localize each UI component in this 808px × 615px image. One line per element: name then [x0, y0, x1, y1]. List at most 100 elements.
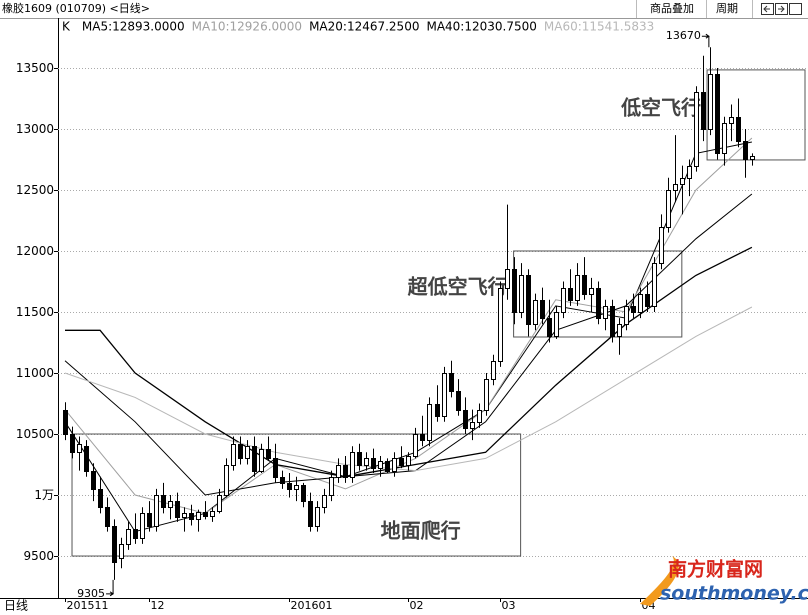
page-title: 橡胶1609 (010709) <日线> — [2, 1, 150, 15]
candle-body — [491, 361, 496, 380]
annotation-label: 地面爬行 — [381, 519, 461, 543]
annotation-label: 超低空飞行 — [407, 274, 508, 298]
candle-body — [84, 446, 89, 472]
candle-body — [680, 178, 685, 185]
icon-next[interactable] — [775, 3, 788, 15]
candle-body — [484, 379, 489, 411]
candle-body — [273, 458, 278, 478]
y-tick-label: 1万 — [34, 488, 54, 502]
icon-prev[interactable] — [761, 3, 774, 15]
annotation-box — [71, 433, 522, 557]
candle-body — [575, 275, 580, 301]
candle-body — [561, 288, 566, 313]
x-tick-label: 12 — [151, 599, 165, 612]
y-tick-label: 12500 — [16, 183, 54, 197]
annotation-label: 低空飞行 — [620, 95, 701, 119]
extreme-arrow — [701, 33, 710, 48]
candle-body — [287, 483, 292, 490]
candle-body — [252, 446, 257, 472]
candle-body — [540, 300, 545, 319]
y-tick-label: 9500 — [23, 549, 54, 563]
y-tick-label: 13500 — [16, 61, 54, 75]
candle-body — [385, 461, 390, 472]
candle-body — [350, 452, 355, 478]
candle-body — [743, 141, 748, 160]
candle-body — [238, 444, 243, 459]
candle-body — [266, 449, 271, 459]
extreme-arrow — [106, 579, 114, 597]
x-tick-label: 02 — [410, 599, 424, 612]
candle-body — [547, 318, 552, 337]
x-tick-label: 201511 — [67, 599, 109, 612]
extreme-label: 9305 — [77, 587, 105, 600]
button[interactable]: 周期 — [716, 2, 738, 15]
candle-body — [371, 458, 376, 469]
candle-body — [498, 288, 503, 362]
period-label: 日线 — [4, 599, 28, 613]
candle-body — [624, 306, 629, 325]
candle-body — [554, 312, 559, 337]
candle-body — [126, 529, 131, 545]
y-tick-label: 13000 — [16, 122, 54, 136]
candle-body — [392, 458, 397, 472]
x-tick-label: 201601 — [291, 599, 333, 612]
candle-body — [596, 288, 601, 319]
legend-entry: MA40:12030.7500 — [426, 20, 536, 34]
candle-body — [245, 446, 250, 459]
candle-body — [406, 456, 411, 466]
candle-body — [70, 434, 75, 453]
indicator-label: K — [62, 20, 71, 34]
watermark-site: southmoney.com — [660, 583, 808, 605]
candle-body — [308, 501, 313, 527]
candle-body — [364, 458, 369, 466]
candle-body — [505, 269, 510, 289]
candle-body — [105, 507, 110, 527]
candle-body — [477, 410, 482, 423]
candle-body — [603, 306, 608, 319]
legend-entry: MA10:12926.0000 — [192, 20, 302, 34]
candle-body — [175, 501, 180, 518]
candle-body — [673, 184, 678, 191]
candle-body — [533, 300, 538, 325]
icon-box[interactable] — [789, 3, 802, 15]
y-tick-label: 11000 — [16, 366, 54, 380]
candle-body — [729, 117, 734, 124]
candle-body — [687, 166, 692, 179]
candle-body — [140, 513, 145, 539]
candle-body — [224, 465, 229, 496]
candle-body — [589, 288, 594, 295]
candle-body — [470, 422, 475, 429]
candle-body — [98, 489, 103, 508]
legend-entry: MA60:11541.5833 — [544, 20, 654, 34]
candle-body — [526, 275, 531, 325]
candle-body — [750, 156, 755, 160]
legend-entry: MA20:12467.2500 — [309, 20, 419, 34]
candle-body — [399, 458, 404, 466]
ma-line — [64, 306, 753, 472]
candle-body — [210, 511, 215, 517]
candle-body — [203, 512, 208, 517]
candle-body — [617, 324, 622, 337]
candle-body — [610, 306, 615, 337]
candle-body — [112, 526, 117, 563]
candle-body — [701, 92, 706, 130]
candle-body — [694, 92, 699, 167]
candle-body — [147, 513, 152, 527]
nav-icons[interactable] — [761, 3, 802, 15]
candle-body — [91, 471, 96, 490]
watermark-name: 南方财富网 — [668, 558, 763, 581]
candle-body — [645, 294, 650, 307]
candle-body — [189, 513, 194, 520]
candle-body — [708, 74, 713, 130]
watermark: 南方财富网 southmoney.com — [640, 556, 808, 606]
candle-body — [435, 404, 440, 417]
icon-arrow — [778, 5, 785, 13]
candle-body — [420, 434, 425, 441]
candle-body — [442, 373, 447, 417]
candle-body — [196, 512, 201, 520]
candle-body — [343, 465, 348, 478]
button[interactable]: 商品叠加 — [650, 1, 694, 15]
candle-body — [77, 444, 82, 453]
